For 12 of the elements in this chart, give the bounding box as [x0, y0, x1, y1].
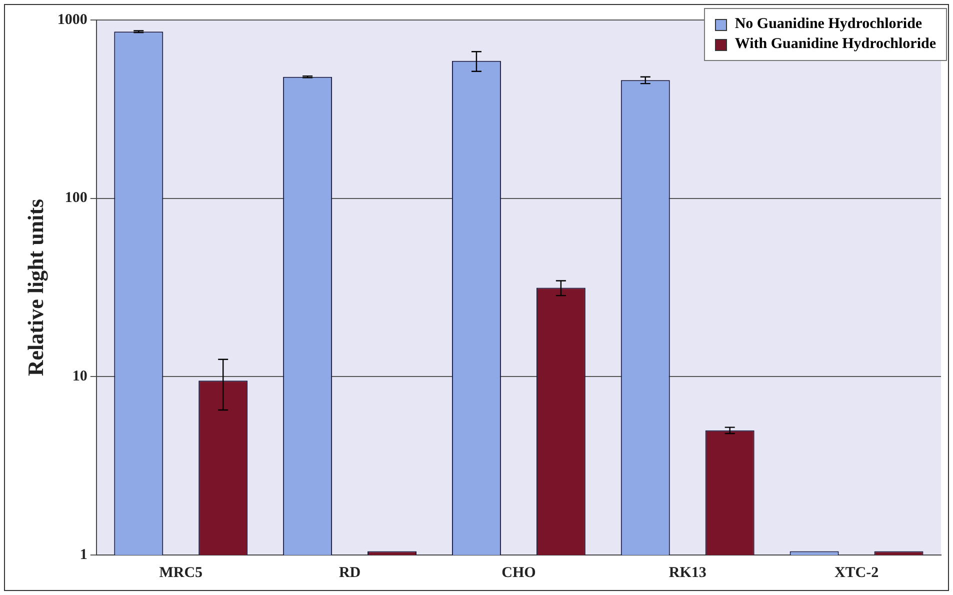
y-tick-label: 10	[72, 368, 88, 385]
x-tick-label: RD	[338, 564, 361, 581]
x-tick-label: XTC-2	[834, 564, 879, 581]
legend-label: With Guanidine Hydrochloride	[734, 36, 936, 53]
y-tick-label: 1000	[57, 12, 88, 28]
y-tick-label: 100	[64, 190, 88, 206]
legend-label: No Guanidine Hydrochloride	[734, 16, 924, 33]
y-axis-title: Relative light units	[22, 198, 48, 376]
y-tick-label: 1	[80, 546, 88, 563]
x-tick-label: MRC5	[159, 564, 203, 581]
x-tick-label: RK13	[668, 564, 706, 581]
x-tick-label: CHO	[502, 564, 536, 581]
